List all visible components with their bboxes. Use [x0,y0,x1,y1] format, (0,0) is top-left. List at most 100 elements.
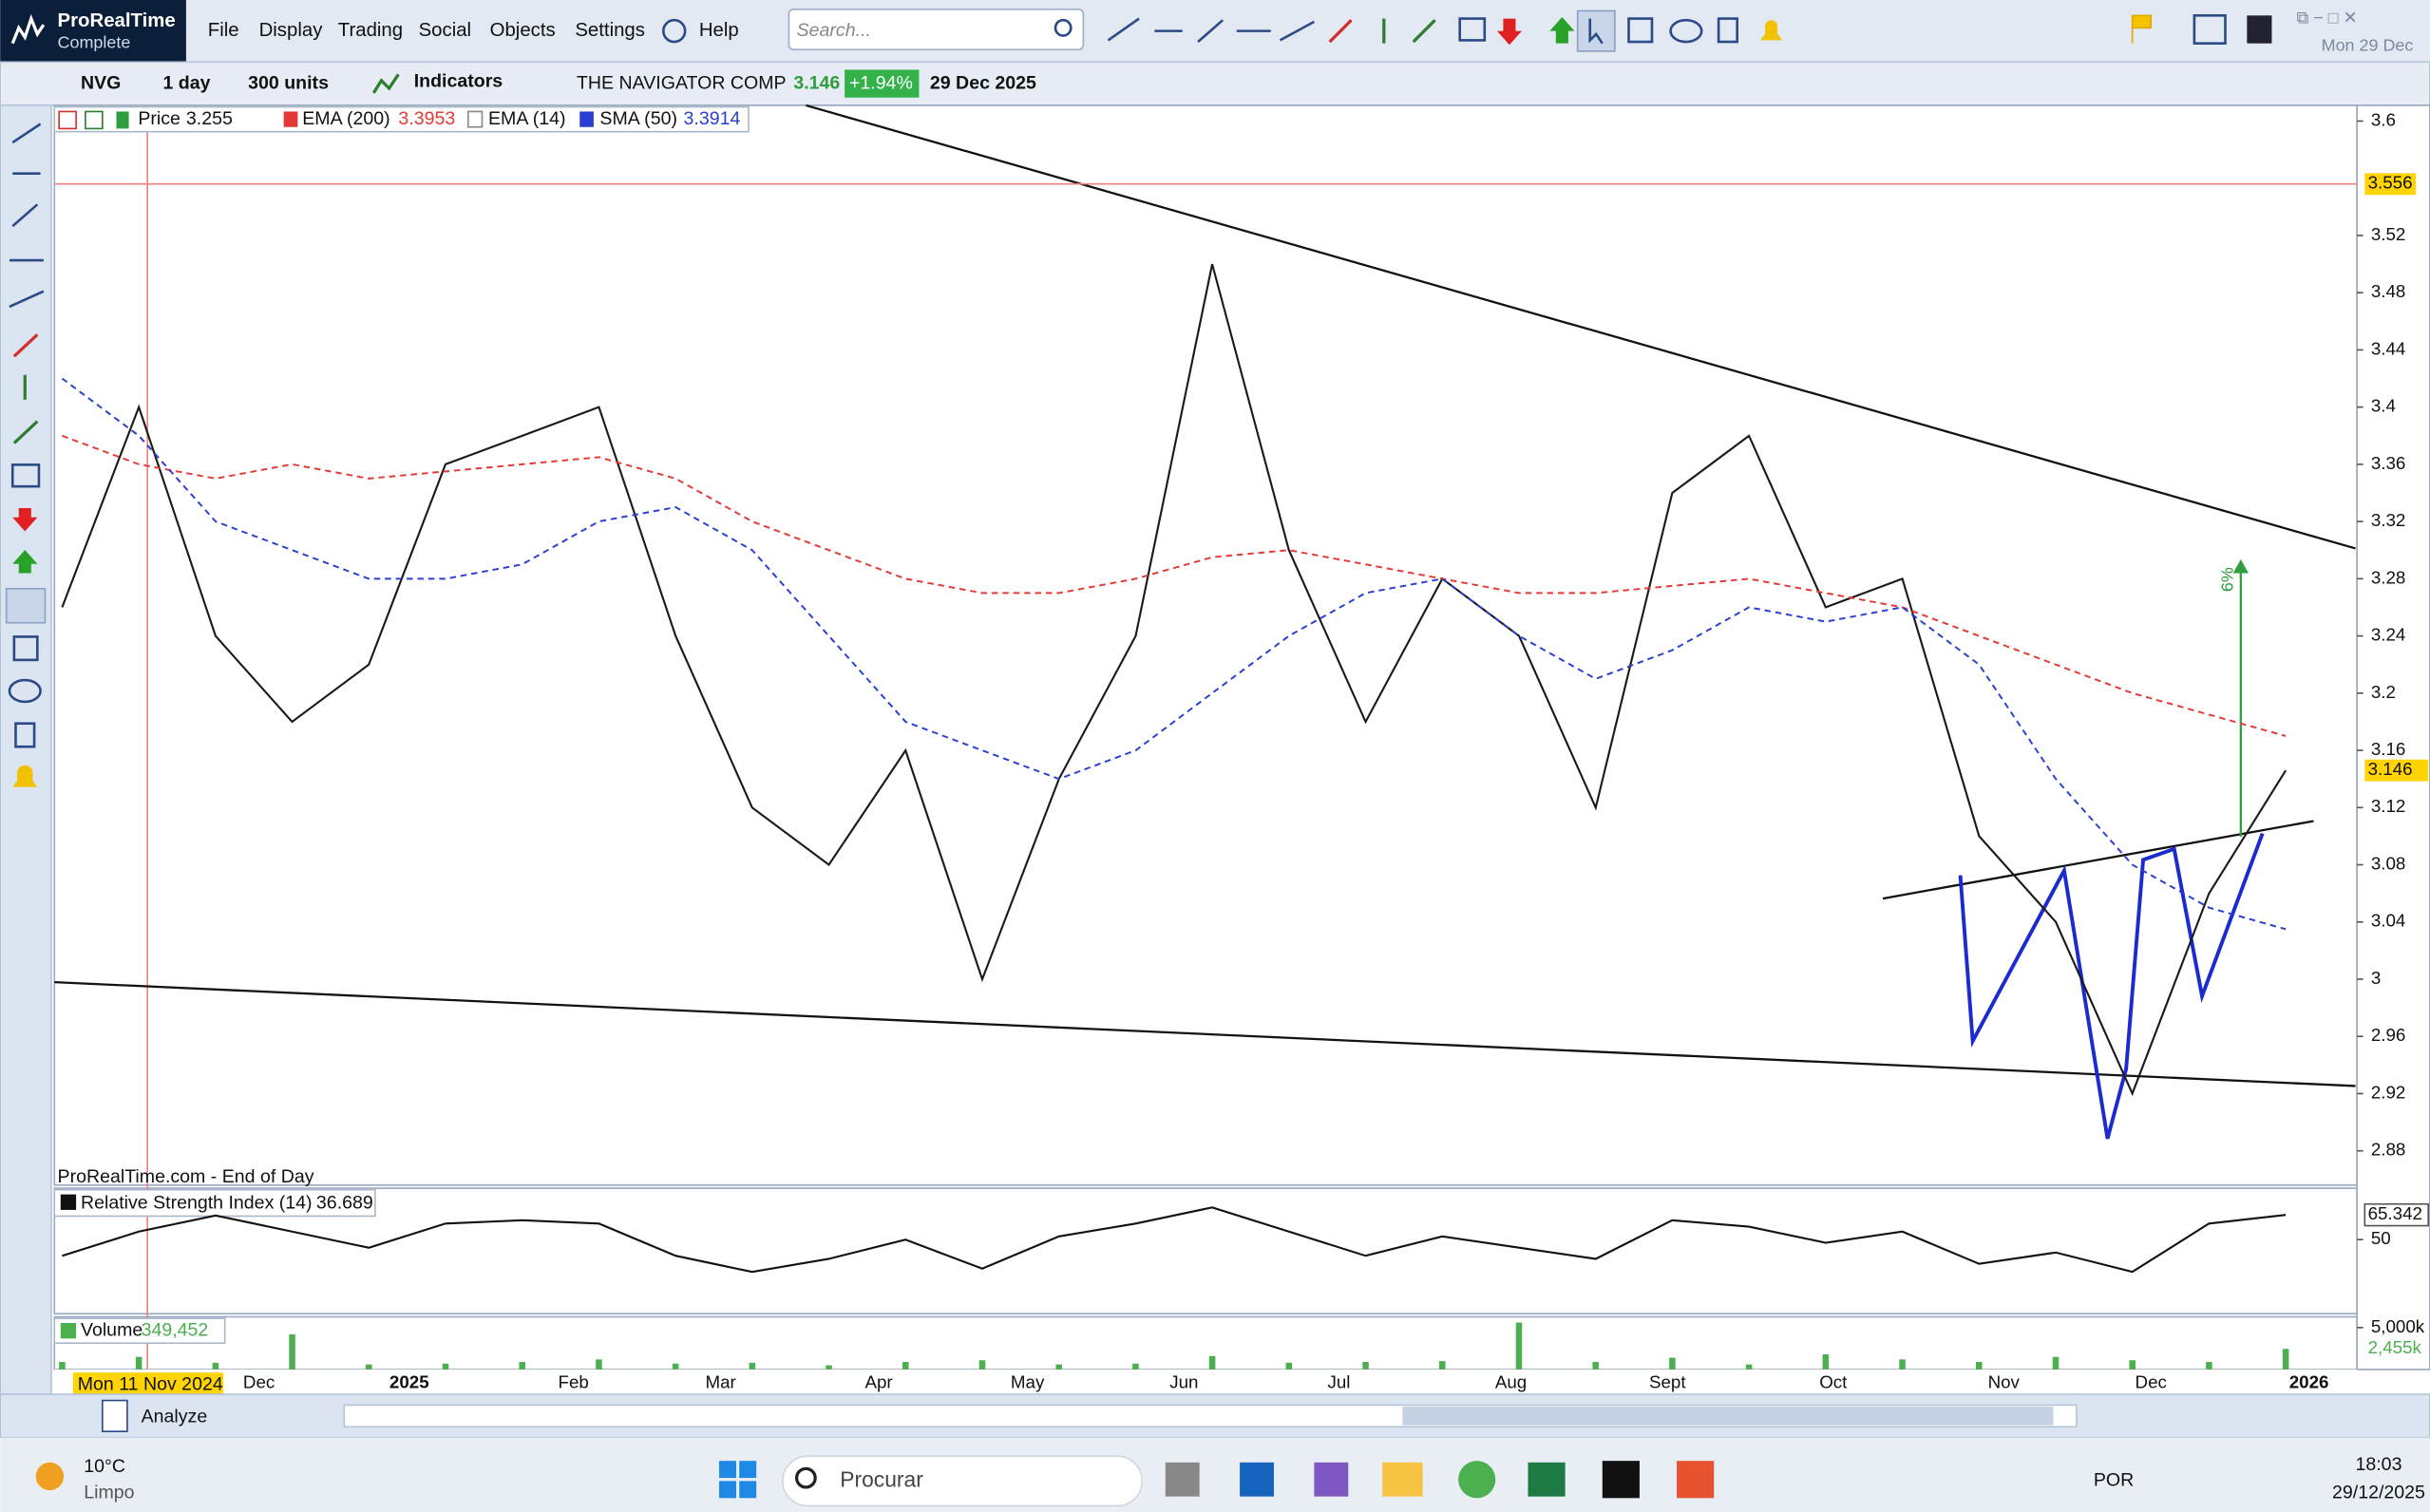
chart-toolbar [0,61,2430,106]
rsi-panel [53,1187,2358,1315]
volume-bar [59,1361,66,1370]
crosshair-date: Mon 11 Nov 2024 [78,1373,223,1394]
interval[interactable]: 1 day [162,72,210,93]
volume-bar [1592,1361,1599,1370]
menu-item[interactable]: Objects [490,20,556,41]
legend-label: EMA (200) [302,108,389,129]
units[interactable]: 300 units [248,72,329,93]
search-box[interactable] [788,8,1085,51]
volume-bar [1822,1354,1830,1370]
volume-bar [978,1360,986,1370]
trendline[interactable] [54,981,2356,1087]
window-controls[interactable]: ⧉ − □ ✕ [2297,8,2358,27]
menu-item[interactable]: Settings [575,20,645,41]
search-icon[interactable] [1054,18,1073,37]
clock-date[interactable]: 29/12/2025 [2332,1483,2425,1503]
rsi-current: 36.689 [316,1193,373,1214]
temperature[interactable]: 10°C [84,1456,125,1477]
sidebar-tools[interactable] [5,123,47,787]
y-tick-label: 3.16 [2371,739,2406,759]
volume-bar [1055,1364,1062,1370]
trendline[interactable] [806,104,2356,550]
weather-icon[interactable] [35,1462,65,1491]
legend-swatch [60,1194,77,1210]
legend-swatch [116,111,129,129]
taskbar-search[interactable] [782,1455,1144,1507]
x-tick-label: Sept [1649,1372,1686,1392]
analyze-button[interactable]: Analyze [142,1407,208,1427]
y-tick-label: 3.28 [2371,567,2406,587]
x-tick-label: 2025 [389,1372,429,1392]
ticker[interactable]: NVG [81,72,121,93]
scroll-thumb[interactable] [1402,1407,2054,1426]
volume-title: Volume [81,1319,142,1340]
logo [0,0,186,63]
volume-bar [749,1362,756,1370]
x-tick-label: Dec [243,1372,275,1392]
last-price: 3.146 [793,72,840,93]
y-tick-label: 3 [2371,968,2381,988]
start-button[interactable] [719,1461,757,1499]
menu-item[interactable]: Display [259,20,324,41]
volume-bar [1132,1363,1139,1370]
pattern-drawing[interactable] [1958,832,2265,1140]
app-name: ProRealTime [58,10,176,31]
instrument-name: THE NAVIGATOR COMP [577,72,787,93]
volume-bar [2206,1361,2212,1370]
rsi-legend [53,1188,376,1218]
legend-swatch [579,111,594,127]
x-tick-label: Mar [706,1372,736,1392]
search-placeholder[interactable]: Search... [797,20,871,41]
legend-icon[interactable] [85,110,104,130]
y-tick-label: 2.92 [2371,1082,2406,1102]
language[interactable]: POR [2094,1470,2134,1491]
legend-label: Price [138,108,180,129]
legend-value: 3.3953 [398,108,455,129]
app-edition: Complete [58,32,131,51]
target-arrow-head [2232,558,2249,574]
y-tick-label: 3.12 [2371,796,2406,816]
legend-value: 3.3914 [684,108,741,129]
volume-legend [53,1317,226,1345]
drawing-tools[interactable] [1107,9,2272,52]
volume-current: 349,452 [142,1319,209,1340]
menu-item[interactable]: Social [419,20,472,41]
y-tick-label: 3.24 [2371,625,2406,645]
y-tick-label: 3.6 [2371,109,2396,129]
clock-time[interactable]: 18:03 [2356,1454,2402,1475]
legend-icon[interactable] [58,110,77,130]
menu-item[interactable]: Help [699,20,739,41]
watermark: ProRealTime.com - End of Day [58,1166,314,1187]
marker-box [2364,759,2429,782]
marker-box [2364,1337,2429,1360]
analyze-icon[interactable] [102,1399,128,1432]
volume-bar [672,1363,679,1370]
time-axis [54,1369,2358,1395]
change-badge [845,69,920,98]
legend-label: SMA (50) [599,108,677,129]
volume-bar [596,1359,602,1370]
volume-bar [2052,1356,2060,1370]
menu-item[interactable]: Trading [338,20,403,41]
series-line [62,1206,2287,1274]
taskbar-apps[interactable] [1165,1461,1715,1499]
volume-bar [1439,1361,1446,1370]
x-tick-label: Nov [1988,1372,2021,1392]
marker-label: 65.342 [2368,1203,2422,1223]
help-icon[interactable] [662,18,687,44]
y-tick-label: 3.4 [2371,396,2396,416]
menu-item[interactable]: File [208,20,239,41]
x-tick-label: Dec [2136,1372,2167,1392]
indicators-icon[interactable] [371,73,400,94]
volume-bar [1669,1357,1676,1370]
taskbar-search-text[interactable]: Procurar [840,1466,923,1491]
weather[interactable]: Limpo [84,1483,134,1503]
volume-bar [1208,1355,1216,1370]
volume-bar [442,1363,449,1370]
y-axis-area [2356,104,2430,1370]
series-line [61,377,2287,931]
indicators-button[interactable]: Indicators [414,71,503,92]
x-tick-label: Feb [559,1372,589,1392]
menu-bar [0,0,2430,63]
